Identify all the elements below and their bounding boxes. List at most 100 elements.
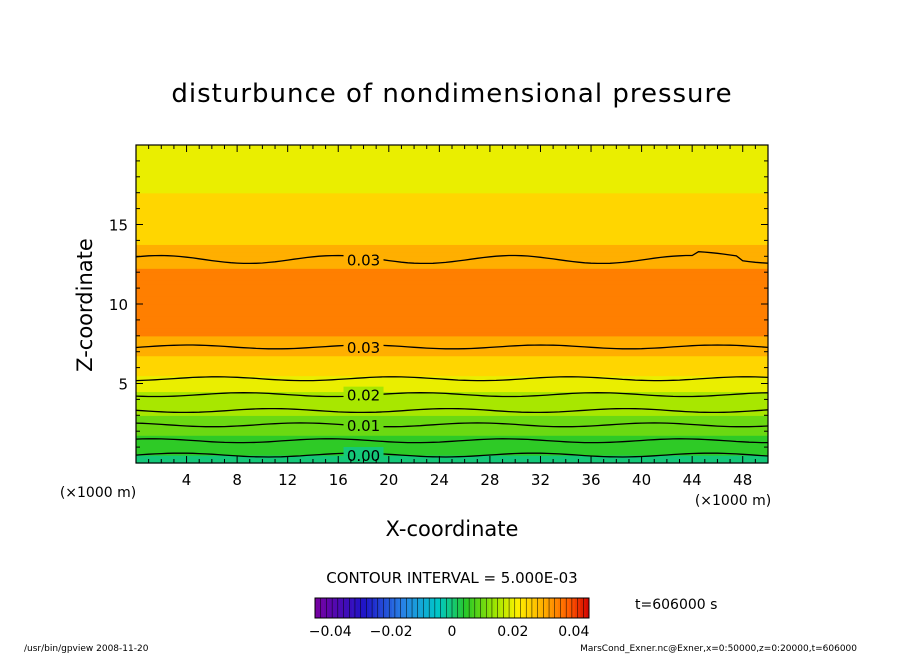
x-unit-left: (×1000 m) xyxy=(60,485,136,501)
contour-band xyxy=(136,176,768,182)
contour-label-bg xyxy=(343,386,384,403)
colorbar-segment xyxy=(326,598,330,618)
contour-band xyxy=(136,244,768,249)
colorbar-segment xyxy=(340,598,344,618)
contour-band xyxy=(136,311,768,317)
x-tick-label: 40 xyxy=(632,471,651,489)
colorbar-segment xyxy=(403,598,407,618)
x-tick-label: 48 xyxy=(733,471,752,489)
contour-band xyxy=(136,188,768,194)
contour-band xyxy=(136,339,768,345)
x-tick-label: 32 xyxy=(531,471,550,489)
colorbar-segment xyxy=(463,598,467,618)
contour-band xyxy=(136,280,768,285)
contour-band xyxy=(136,375,768,381)
contour-band xyxy=(136,156,768,162)
colorbar-segment xyxy=(500,598,504,618)
contour-band xyxy=(136,260,768,265)
contour-band xyxy=(136,168,768,174)
colorbar-segment xyxy=(432,598,436,618)
contour-band xyxy=(136,423,768,428)
colorbar-segment xyxy=(446,598,450,618)
contour-band xyxy=(136,172,768,178)
contour-band xyxy=(136,268,768,273)
contour-band xyxy=(136,180,768,186)
colorbar-segment xyxy=(520,598,524,618)
colorbar-segment xyxy=(477,598,481,618)
contour-band xyxy=(136,367,768,373)
colorbar-segment xyxy=(497,598,501,618)
footer-left: /usr/bin/gpview 2008-11-20 xyxy=(24,644,149,654)
colorbar-segment xyxy=(329,598,333,618)
contour-band xyxy=(136,387,768,393)
contour-band xyxy=(136,307,768,313)
contour-line xyxy=(135,422,769,428)
chart-title: disturbunce of nondimensional pressure xyxy=(171,79,732,109)
colorbar-segment xyxy=(337,598,341,618)
colorbar-segment xyxy=(412,598,416,618)
colorbar-segment xyxy=(540,598,544,618)
x-tick-label: 12 xyxy=(278,471,297,489)
colorbar-segment xyxy=(554,598,558,618)
colorbar-segment xyxy=(332,598,336,618)
plot-area xyxy=(136,145,768,464)
colorbar-segment xyxy=(423,598,427,618)
colorbar-segment xyxy=(483,598,487,618)
colorbar-segment xyxy=(320,598,324,618)
colorbar-segment xyxy=(549,598,553,618)
contour-band xyxy=(136,160,768,166)
contour-band xyxy=(136,292,768,297)
contour-band xyxy=(136,284,768,289)
colorbar-segment xyxy=(469,598,473,618)
colorbar-segment xyxy=(474,598,478,618)
colorbar-segment xyxy=(529,598,533,618)
contour-band xyxy=(136,351,768,357)
colorbar-segment xyxy=(392,598,396,618)
contour-band xyxy=(136,363,768,369)
contour-lines xyxy=(135,251,769,458)
colorbar-segment xyxy=(440,598,444,618)
colorbar-segment xyxy=(583,598,587,618)
colorbar-segment xyxy=(574,598,578,618)
colorbar-segment xyxy=(389,598,393,618)
contour-band xyxy=(136,435,768,440)
contour-band xyxy=(136,415,768,420)
contour-band xyxy=(136,323,768,329)
contour-band xyxy=(136,347,768,353)
contour-line xyxy=(135,344,769,350)
colorbar-segment xyxy=(426,598,430,618)
colorbar-segment xyxy=(551,598,556,618)
colorbar-tick-label: 0.02 xyxy=(497,624,528,640)
contour-band xyxy=(136,248,768,253)
colorbar-tick-labels: −0.04 −0.02 0 0.02 0.04 xyxy=(309,624,590,640)
y-tick-label: 15 xyxy=(109,217,128,235)
contour-band xyxy=(136,343,768,349)
contour-band xyxy=(136,371,768,377)
colorbar-tick-label: −0.02 xyxy=(370,624,413,640)
colorbar-segment xyxy=(397,598,401,618)
colorbar-segment xyxy=(386,598,390,618)
contour-band xyxy=(136,399,768,404)
colorbar-segment xyxy=(346,598,350,618)
colorbar-segment xyxy=(406,598,410,618)
colorbar-segment xyxy=(443,598,447,618)
contour-band xyxy=(136,327,768,333)
colorbar-segment xyxy=(557,598,561,618)
contour-label: 0.00 xyxy=(347,447,380,465)
contour-band xyxy=(136,252,768,257)
contour-band xyxy=(136,200,768,206)
y-axis-label: Z-coordinate xyxy=(73,238,97,372)
colorbar-segment xyxy=(569,598,573,618)
x-tick-label: 4 xyxy=(182,471,192,489)
x-unit-right: (×1000 m) xyxy=(695,493,771,509)
colorbar-segment xyxy=(486,598,490,618)
colorbar-segment xyxy=(334,598,339,618)
colorbar-segment xyxy=(471,598,476,618)
contour-line xyxy=(135,452,769,458)
colorbar-segment xyxy=(417,598,421,618)
x-tick-label: 16 xyxy=(329,471,348,489)
contour-band xyxy=(136,315,768,321)
colorbar-segment xyxy=(457,598,461,618)
